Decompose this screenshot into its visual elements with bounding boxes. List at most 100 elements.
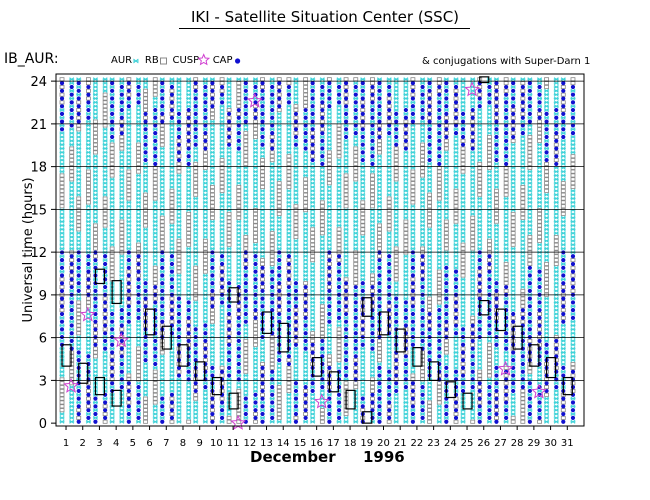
rb-point: [403, 127, 409, 132]
aur-point: [69, 335, 75, 340]
rb-point: [286, 177, 292, 182]
aur-point: [303, 350, 309, 355]
aur-point: [59, 169, 65, 174]
aur-point: [202, 327, 208, 332]
cap-point: [76, 419, 81, 424]
rb-point: [193, 385, 199, 390]
aur-point: [410, 127, 416, 132]
aur-point: [493, 169, 499, 174]
cap-point: [76, 265, 81, 270]
rb-point: [152, 281, 158, 286]
aur-point: [119, 373, 125, 378]
cap-point: [293, 342, 299, 347]
aur-point: [376, 77, 382, 82]
cap-point: [176, 119, 182, 124]
aur-point: [353, 231, 359, 236]
aur-point: [353, 200, 359, 205]
aur-point: [169, 327, 175, 332]
aur-point: [336, 323, 342, 328]
aur-point: [109, 204, 115, 209]
cap-point: [193, 104, 198, 109]
aur-point: [470, 100, 476, 105]
cap-point: [110, 334, 115, 340]
rb-point: [326, 285, 332, 290]
cap-point: [69, 254, 74, 259]
cap-point: [169, 261, 175, 267]
rb-point: [136, 150, 141, 155]
aur-point: [360, 77, 366, 82]
aur-point: [353, 208, 359, 213]
rb-point: [193, 84, 199, 89]
rb-point: [219, 373, 225, 378]
aur-point: [92, 261, 98, 266]
cap-point: [360, 81, 365, 86]
aur-point: [369, 235, 375, 240]
aur-point: [243, 327, 249, 332]
rb-point: [386, 96, 392, 101]
cap-point: [410, 258, 416, 263]
aur-point: [420, 388, 426, 393]
cap-point: [477, 296, 482, 301]
cap-point: [210, 296, 215, 301]
rb-point: [186, 215, 192, 220]
aur-point: [510, 396, 516, 401]
rb-point: [169, 196, 175, 201]
aur-point: [493, 362, 499, 367]
aur-point: [460, 81, 466, 86]
aur-point: [386, 231, 392, 236]
aur-point: [169, 185, 175, 190]
cap-point: [236, 361, 241, 367]
rb-point: [494, 108, 499, 113]
aur-point: [176, 285, 182, 290]
rb-point: [260, 377, 265, 382]
aur-point: [159, 254, 165, 259]
rb-point: [487, 346, 492, 351]
aur-point: [477, 123, 483, 128]
aur-point: [303, 246, 309, 251]
rb-point: [293, 123, 299, 128]
aur-point: [343, 169, 349, 174]
aur-point: [226, 169, 232, 174]
cap-point: [320, 92, 325, 97]
rb-point: [152, 185, 158, 190]
aur-point: [59, 231, 65, 236]
rb-point: [503, 365, 509, 370]
rb-point: [336, 258, 342, 263]
aur-point: [453, 173, 459, 178]
aur-point: [436, 404, 442, 409]
aur-point: [102, 335, 108, 340]
aur-point: [360, 173, 366, 178]
cap-point: [286, 331, 292, 336]
cap-point: [394, 319, 399, 324]
cap-point: [270, 392, 275, 397]
aur-point: [69, 415, 75, 420]
aur-point: [152, 365, 158, 370]
aur-point: [310, 269, 316, 274]
cap-point: [453, 115, 459, 120]
aur-point: [92, 177, 98, 182]
rb-point: [370, 200, 375, 205]
aur-point: [319, 185, 325, 190]
aur-point: [343, 346, 349, 351]
rb-point: [236, 296, 242, 301]
cap-point: [494, 288, 499, 294]
aur-point: [319, 342, 325, 347]
cap-point: [420, 308, 425, 313]
aur-point: [403, 261, 409, 266]
cap-point: [153, 315, 158, 320]
rb-point: [209, 200, 215, 205]
aur-point: [169, 150, 175, 155]
rb-point: [319, 304, 325, 309]
rb-point: [377, 142, 382, 147]
cap-point: [69, 300, 74, 305]
rb-point: [59, 177, 65, 182]
aur-point: [59, 235, 65, 240]
rb-point: [169, 200, 175, 205]
rb-point: [393, 173, 399, 178]
aur-point: [286, 192, 292, 197]
aur-point: [69, 392, 75, 397]
cap-point: [336, 284, 342, 290]
aur-point: [226, 192, 232, 197]
rb-point: [136, 154, 141, 159]
aur-point: [353, 181, 359, 186]
